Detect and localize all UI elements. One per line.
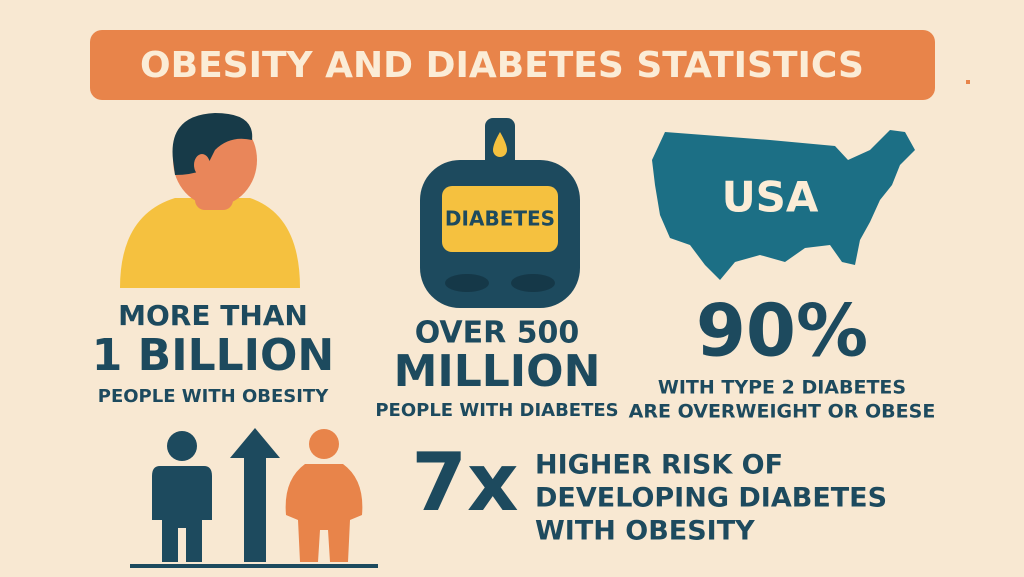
stat-lead: MORE THAN [118, 299, 308, 332]
stat-figure: 90% [696, 289, 868, 373]
comparison-icon [130, 428, 378, 568]
stat-figure: 1 BILLION [92, 330, 335, 381]
person-icon [120, 113, 300, 288]
dot [966, 80, 970, 84]
stat-caption: HIGHER RISK OF [535, 450, 783, 481]
title: OBESITY AND DIABETES STATISTICS [140, 45, 864, 86]
stat-caption: WITH OBESITY [535, 516, 755, 547]
stat-caption: ARE OVERWEIGHT OR OBESE [629, 401, 936, 423]
stat-caption: PEOPLE WITH OBESITY [98, 386, 329, 407]
stat-caption: DEVELOPING DIABETES [535, 483, 887, 514]
title-bar [90, 30, 935, 100]
stat-figure: MILLION [394, 346, 601, 397]
stat-caption: WITH TYPE 2 DIABETES [658, 377, 906, 399]
map-label: USA [722, 173, 819, 222]
glucose-meter-icon [420, 118, 580, 308]
device-label: DIABETES [445, 207, 555, 231]
stat-figure: 7x [411, 436, 518, 529]
stat-caption: PEOPLE WITH DIABETES [375, 400, 618, 421]
usa-map [652, 130, 915, 280]
stat-lead: OVER 500 [415, 316, 580, 351]
